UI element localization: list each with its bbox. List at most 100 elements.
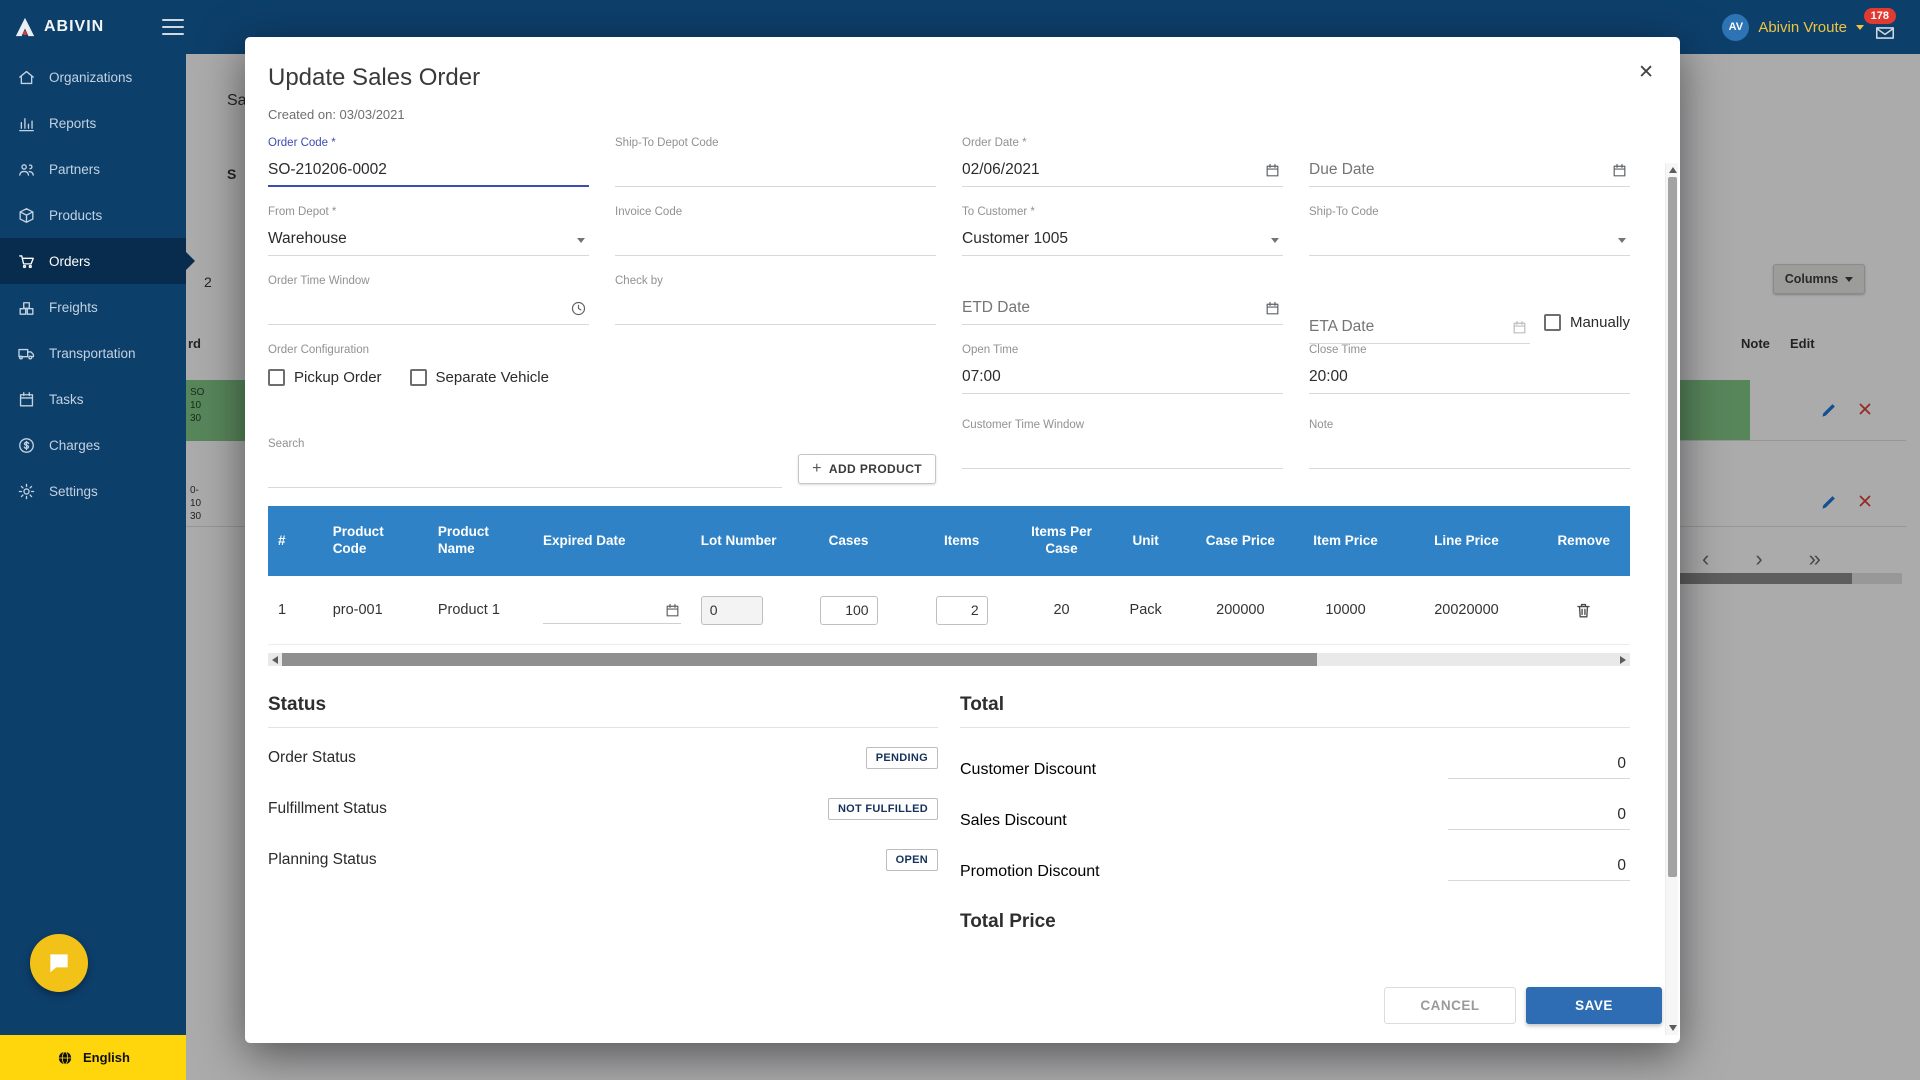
invoice-code-input[interactable] xyxy=(615,230,934,248)
cell-fragment: 10 xyxy=(190,498,202,509)
sidebar-item-label: Partners xyxy=(49,161,101,177)
add-product-button[interactable]: + ADD PRODUCT xyxy=(798,454,936,484)
customer-time-window-input[interactable] xyxy=(962,443,1281,461)
pagination: ‹ › » xyxy=(1702,546,1821,572)
prev-page-button[interactable]: ‹ xyxy=(1702,546,1710,571)
table-row[interactable] xyxy=(1680,380,1906,441)
cases-input[interactable] xyxy=(819,595,878,625)
order-code-field: Order Code * xyxy=(268,137,589,187)
user-menu[interactable]: AV Abivin Vroute xyxy=(1722,0,1864,54)
scroll-up-arrow-icon[interactable] xyxy=(1668,167,1677,173)
delete-x-icon[interactable] xyxy=(1856,400,1874,418)
to-customer-value[interactable]: Customer 1005 xyxy=(962,230,1068,247)
scroll-down-arrow-icon[interactable] xyxy=(1668,1025,1677,1031)
eta-date-placeholder[interactable]: ETA Date xyxy=(1309,318,1375,335)
last-page-button[interactable]: » xyxy=(1808,546,1821,571)
language-selector[interactable]: English xyxy=(0,1035,186,1080)
ship-to-depot-code-input[interactable] xyxy=(615,161,934,179)
close-icon[interactable]: ✕ xyxy=(1638,62,1654,83)
pickup-order-checkbox[interactable]: Pickup Order xyxy=(268,369,382,386)
cell-fragment: 10 xyxy=(190,400,202,411)
scroll-left-arrow-icon[interactable] xyxy=(268,653,282,666)
calendar-icon[interactable] xyxy=(1264,300,1281,317)
status-heading: Status xyxy=(268,694,938,728)
separate-vehicle-checkbox[interactable]: Separate Vehicle xyxy=(409,369,549,386)
calendar-icon[interactable] xyxy=(1264,162,1281,179)
scrollbar-thumb[interactable] xyxy=(1668,177,1677,877)
sidebar-item-partners[interactable]: Partners xyxy=(0,146,186,192)
edit-column-header: Edit xyxy=(1790,336,1815,351)
order-date-field: Order Date * 02/06/2021 xyxy=(962,137,1283,187)
lot-number-input[interactable] xyxy=(700,595,763,625)
avatar[interactable]: AV xyxy=(1722,13,1750,41)
lot-number-cell xyxy=(690,576,791,645)
scrollbar-thumb[interactable] xyxy=(282,653,1318,666)
manually-checkbox[interactable]: Manually xyxy=(1543,314,1630,331)
columns-button[interactable]: Columns xyxy=(1773,264,1865,294)
sidebar-item-reports[interactable]: Reports xyxy=(0,100,186,146)
background-horizontal-scrollbar[interactable] xyxy=(1680,573,1902,584)
edit-pencil-icon[interactable] xyxy=(1820,492,1839,511)
sales-discount-value[interactable]: 0 xyxy=(1448,806,1630,830)
dialog-vertical-scrollbar[interactable] xyxy=(1665,163,1678,1035)
field-label: Ship-To Depot Code xyxy=(615,137,719,149)
sidebar-item-transportation[interactable]: Transportation xyxy=(0,330,186,376)
sidebar-item-tasks[interactable]: Tasks xyxy=(0,376,186,422)
order-code-input[interactable] xyxy=(268,161,587,179)
table-row[interactable]: 0- 10 30 xyxy=(186,478,245,527)
save-button[interactable]: SAVE xyxy=(1526,987,1662,1024)
items-input[interactable] xyxy=(935,595,988,625)
customer-discount-value[interactable]: 0 xyxy=(1448,755,1630,779)
menu-icon[interactable] xyxy=(162,19,184,40)
check-by-input[interactable] xyxy=(615,299,934,317)
mail-button[interactable] xyxy=(1872,22,1902,46)
checkbox-box[interactable] xyxy=(268,369,285,386)
order-time-window-field: Order Time Window xyxy=(268,275,589,325)
chevron-down-icon[interactable] xyxy=(1271,238,1279,243)
table-horizontal-scrollbar[interactable] xyxy=(268,653,1630,666)
sidebar-item-settings[interactable]: Settings xyxy=(0,468,186,514)
chevron-down-icon[interactable] xyxy=(1618,238,1626,243)
table-row[interactable] xyxy=(1680,478,1906,527)
table-row[interactable]: SO 10 30 xyxy=(186,380,245,441)
cancel-button[interactable]: CANCEL xyxy=(1384,987,1516,1024)
trash-icon[interactable] xyxy=(1574,601,1593,620)
next-page-button[interactable]: › xyxy=(1755,546,1763,571)
scroll-right-arrow-icon[interactable] xyxy=(1616,653,1630,666)
scrollbar-thumb[interactable] xyxy=(1680,573,1852,584)
sidebar-item-products[interactable]: Products xyxy=(0,192,186,238)
sidebar-item-organizations[interactable]: Organizations xyxy=(0,54,186,100)
checkbox-box[interactable] xyxy=(409,369,427,386)
chevron-down-icon[interactable] xyxy=(577,238,585,243)
delete-x-icon[interactable] xyxy=(1856,492,1874,510)
product-table-header: # Product Code Product Name Expired Date… xyxy=(268,506,1630,576)
field-label: Note xyxy=(1309,419,1334,431)
from-depot-value[interactable]: Warehouse xyxy=(268,230,347,247)
open-time-input[interactable] xyxy=(962,368,1281,386)
field-label xyxy=(1309,137,1630,154)
boxes-icon xyxy=(19,301,34,315)
close-time-input[interactable] xyxy=(1309,368,1628,386)
clock-icon[interactable] xyxy=(570,300,587,317)
status-row: Fulfillment Status NOT FULFILLED xyxy=(268,788,938,830)
calendar-icon[interactable] xyxy=(664,602,681,619)
sidebar-item-charges[interactable]: Charges xyxy=(0,422,186,468)
etd-date-placeholder[interactable]: ETD Date xyxy=(962,299,1031,316)
checkbox-box[interactable] xyxy=(1543,314,1561,331)
sidebar-item-label: Products xyxy=(49,207,103,223)
field-label: From Depot * xyxy=(268,206,337,218)
expired-date-picker[interactable] xyxy=(543,596,681,624)
total-label: Sales Discount xyxy=(960,812,1067,829)
product-search-input[interactable] xyxy=(268,462,781,480)
order-date-value[interactable]: 02/06/2021 xyxy=(962,161,1040,178)
sidebar-item-orders[interactable]: Orders xyxy=(0,238,186,284)
field-label xyxy=(1309,294,1530,311)
chat-button[interactable] xyxy=(30,934,88,992)
edit-pencil-icon[interactable] xyxy=(1820,400,1839,419)
due-date-placeholder[interactable]: Due Date xyxy=(1309,161,1375,178)
promotion-discount-value[interactable]: 0 xyxy=(1448,857,1630,881)
calendar-icon[interactable] xyxy=(1611,162,1628,179)
sidebar-item-freights[interactable]: Freights xyxy=(0,284,186,330)
note-input[interactable] xyxy=(1309,443,1628,461)
total-section: Total Customer Discount 0 Sales Discount… xyxy=(960,694,1630,933)
